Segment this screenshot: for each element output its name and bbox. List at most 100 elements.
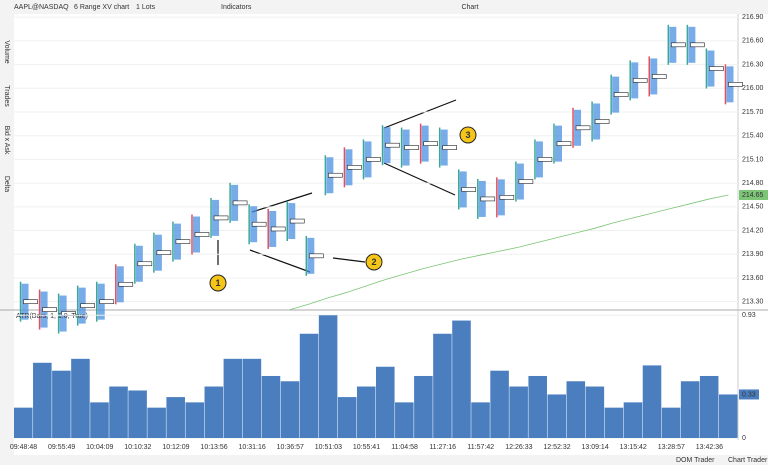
poc-box — [309, 253, 324, 259]
x-tick-label: 09:55:49 — [48, 444, 75, 451]
indicators[interactable]: Indicators — [221, 4, 252, 11]
side-tab[interactable]: Volume — [3, 40, 10, 63]
last-value: 0.33 — [742, 391, 756, 398]
atr-bar — [109, 386, 128, 438]
x-tick-label: 09:48:48 — [10, 444, 37, 451]
poc-box — [594, 119, 610, 124]
annotation-badge — [365, 253, 383, 271]
poc-box — [518, 179, 534, 184]
poc-box — [613, 92, 629, 97]
atr-bar — [356, 386, 376, 438]
poc-box — [709, 66, 724, 71]
side-tab[interactable]: Bid x Ask — [3, 126, 10, 155]
x-tick-label: 10:51:03 — [315, 444, 342, 451]
poc-box — [328, 172, 343, 178]
atr-bar — [14, 407, 33, 438]
poc-box — [671, 42, 686, 48]
x-tick-label: 13:28:57 — [658, 444, 685, 451]
x-tick-label: 13:42:36 — [696, 444, 723, 451]
x-tick-label: 10:04:09 — [86, 444, 113, 451]
x-tick-label: 12:26:33 — [505, 444, 532, 451]
poc-box — [632, 78, 648, 83]
x-tick-label: 13:15:42 — [620, 444, 647, 451]
poc-box — [251, 221, 267, 227]
atr-bar — [471, 402, 490, 438]
y-tick-label: 215.10 — [742, 156, 764, 163]
status-bar — [0, 455, 768, 465]
atr-bar — [642, 365, 662, 438]
annotation-label: 1 — [215, 278, 220, 288]
x-tick-label: 11:04:58 — [391, 444, 418, 451]
poc-box — [556, 141, 572, 146]
atr-bar — [585, 386, 605, 438]
atr-bar — [280, 381, 300, 438]
chart-trader[interactable]: Chart Trader — [728, 457, 768, 464]
poc-box — [537, 157, 553, 162]
poc-box — [480, 196, 496, 202]
y-tick-label: 0.93 — [742, 312, 756, 319]
poc-box — [366, 157, 381, 162]
poc-box — [651, 74, 667, 79]
annotation-badge — [459, 126, 477, 144]
toolbar — [0, 0, 768, 14]
last-price-marker — [739, 189, 768, 200]
atr-bar — [699, 375, 719, 438]
atr-bar — [547, 394, 567, 438]
poc-box — [175, 239, 191, 244]
poc-box — [23, 299, 38, 304]
annotation-label: 2 — [371, 257, 376, 267]
indicator-title: ATR(Bars, 1, 1.0, True) — [16, 313, 88, 320]
poc-box — [99, 299, 115, 304]
atr-bar — [337, 397, 357, 438]
moving-average — [290, 194, 729, 310]
x-tick-label: 10:10:32 — [124, 444, 151, 451]
annotation-badge — [209, 274, 227, 292]
dom-trader[interactable]: DOM Trader — [676, 457, 715, 464]
lots[interactable]: 1 Lots — [136, 4, 156, 11]
atr-bar — [166, 397, 185, 438]
y-tick-label: 0 — [742, 435, 746, 442]
atr-bar — [90, 402, 109, 438]
last-value-marker — [739, 389, 759, 400]
y-tick-label: 213.60 — [742, 275, 764, 282]
atr-bar — [33, 362, 52, 438]
y-tick-label: 216.90 — [742, 14, 764, 21]
y-tick-label: 216.00 — [742, 85, 764, 92]
poc-box — [690, 42, 705, 48]
poc-box — [423, 141, 438, 146]
atr-bar — [414, 375, 433, 438]
x-tick-label: 10:36:57 — [277, 444, 304, 451]
y-tick-label: 214.50 — [742, 204, 764, 211]
atr-bar — [509, 386, 528, 438]
atr-bar — [52, 370, 71, 438]
atr-bar — [661, 407, 681, 438]
poc-box — [289, 218, 305, 224]
last-price: 214.65 — [742, 192, 764, 199]
poc-box — [137, 261, 153, 267]
poc-box — [728, 82, 743, 87]
atr-bar — [204, 386, 224, 438]
poc-box — [232, 200, 248, 206]
symbol[interactable]: AAPL@NASDAQ — [14, 4, 69, 11]
atr-bar — [299, 333, 319, 438]
atr-bar — [528, 375, 547, 438]
x-tick-label: 13:09:14 — [581, 444, 608, 451]
poc-box — [385, 142, 400, 148]
atr-bar — [261, 375, 281, 438]
chart-type[interactable]: 6 Range XV chart — [74, 4, 129, 11]
poc-box — [194, 232, 210, 237]
trend-lines — [217, 99, 457, 273]
y-tick-label: 214.80 — [742, 180, 764, 187]
poc-box — [404, 145, 419, 150]
y-tick-label: 213.90 — [742, 251, 764, 258]
poc-box — [499, 195, 515, 200]
atr-bar — [395, 402, 414, 438]
annotation-label: 3 — [465, 130, 470, 140]
poc-box — [213, 215, 229, 221]
poc-box — [156, 250, 172, 255]
side-tab[interactable]: Trades — [3, 85, 10, 107]
side-tab[interactable]: Delta — [3, 176, 10, 192]
poc-box — [442, 145, 457, 150]
poc-box — [118, 281, 134, 287]
